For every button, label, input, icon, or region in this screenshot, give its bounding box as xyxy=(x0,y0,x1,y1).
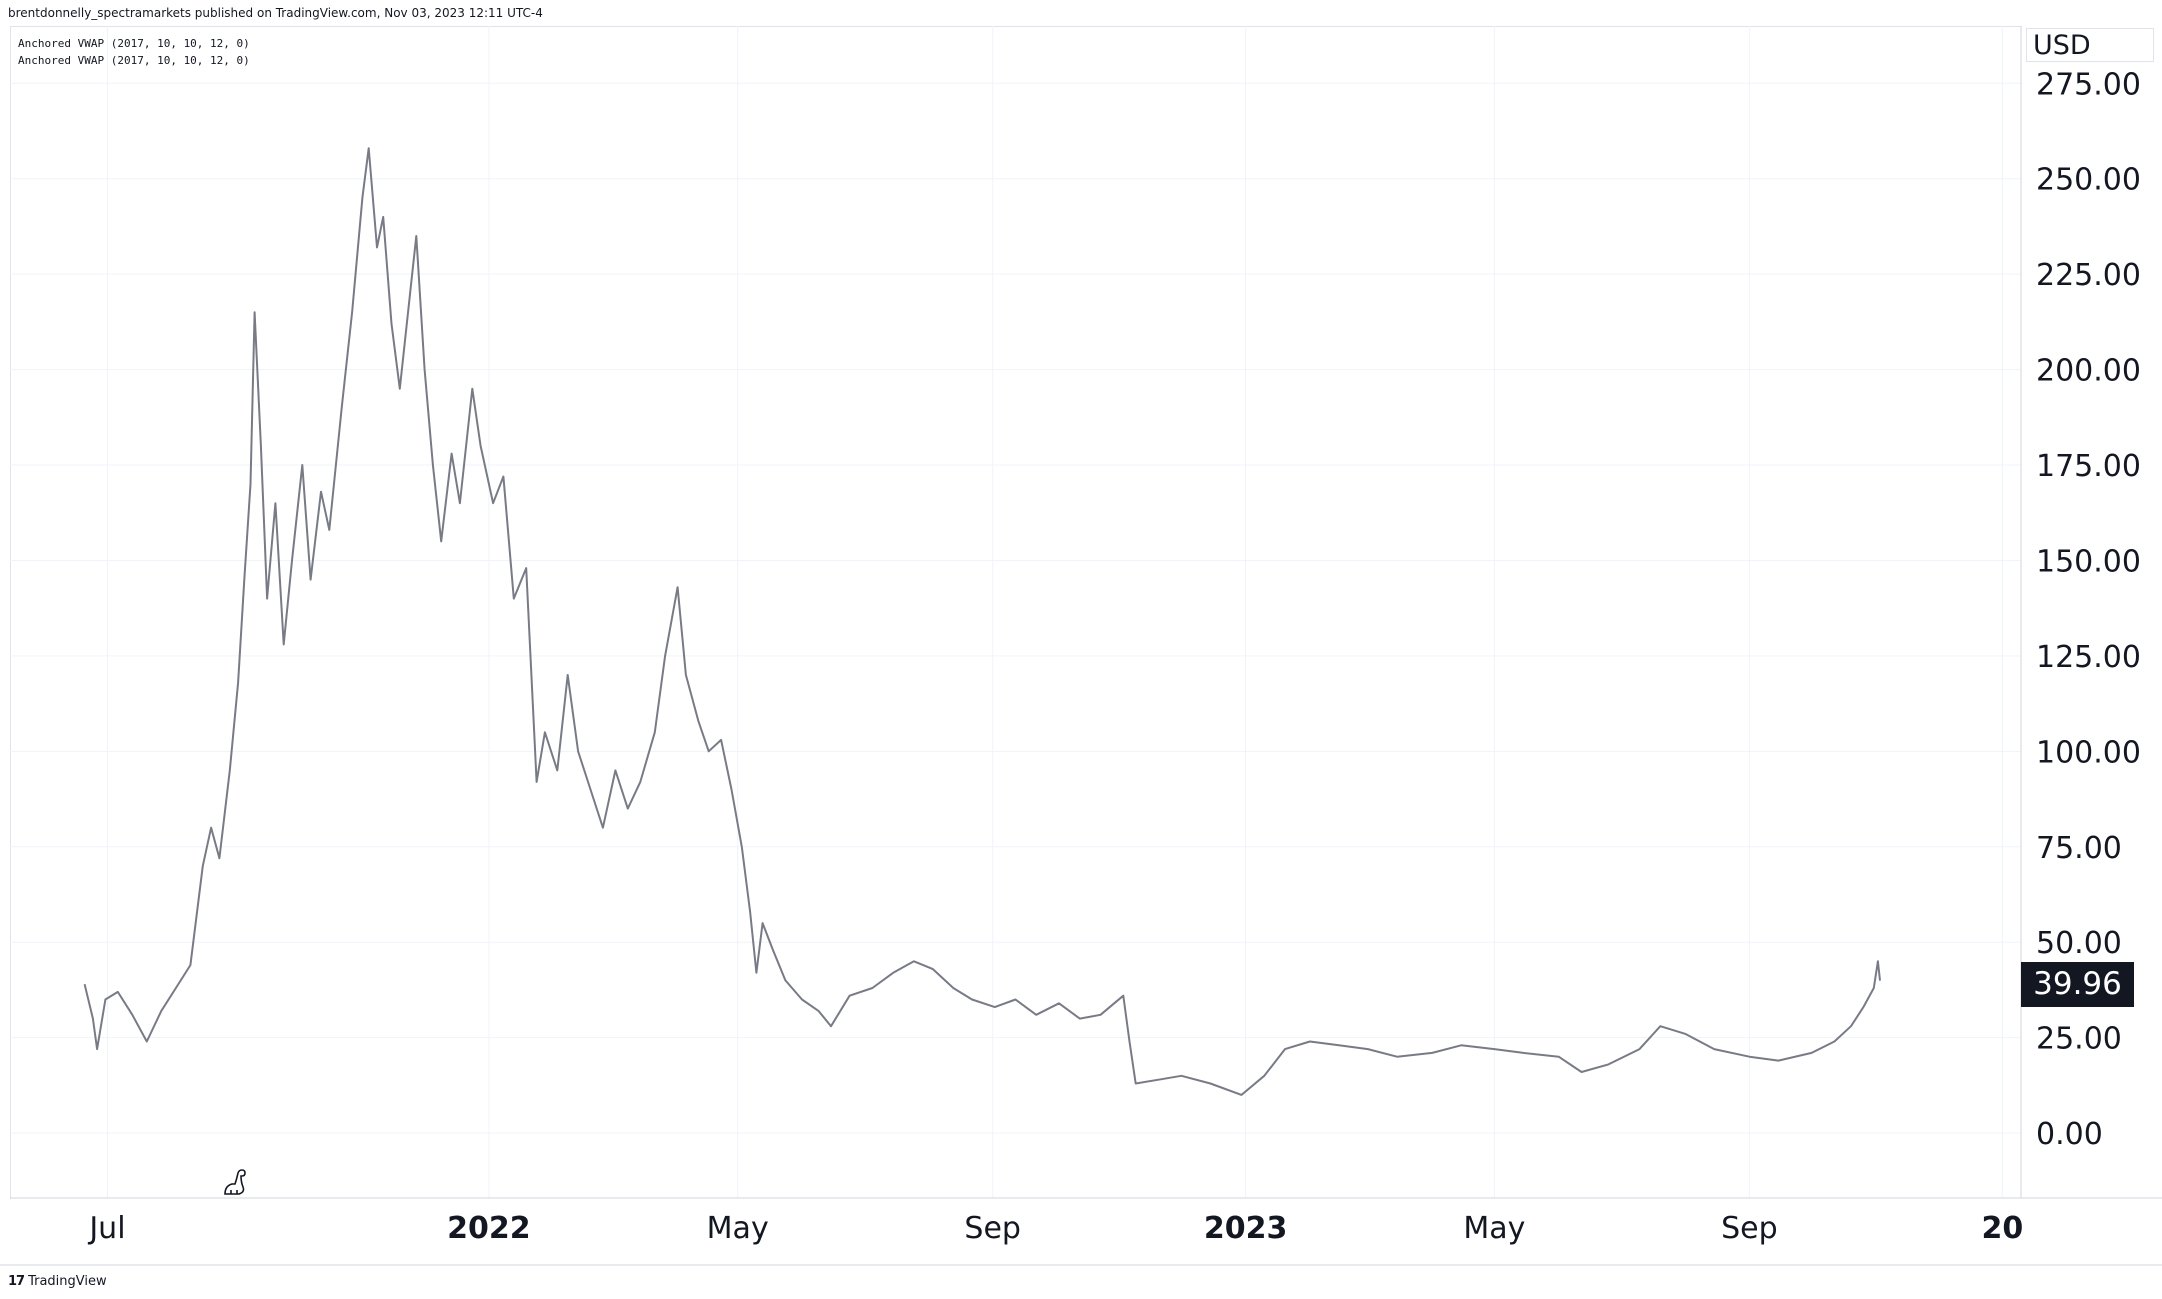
footer: 17 TradingView xyxy=(8,1274,107,1289)
x-tick-label: May xyxy=(1463,1211,1525,1246)
y-tick-label: 25.00 xyxy=(2036,1022,2122,1057)
legend-item-vwap-1[interactable]: Anchored VWAP (2017, 10, 10, 12, 0) xyxy=(18,37,250,50)
y-tick-label: 275.00 xyxy=(2036,67,2141,102)
indicator-legend: Anchored VWAP (2017, 10, 10, 12, 0) Anch… xyxy=(18,35,250,69)
y-tick-label: 50.00 xyxy=(2036,926,2122,961)
y-tick-label: 175.00 xyxy=(2036,449,2141,484)
y-tick-label: 125.00 xyxy=(2036,640,2141,675)
y-tick-label: 75.00 xyxy=(2036,831,2122,866)
last-price-badge: 39.96 xyxy=(2021,962,2134,1007)
x-tick-label: Sep xyxy=(964,1211,1021,1246)
footer-brand[interactable]: TradingView xyxy=(28,1274,107,1289)
price-series-line xyxy=(83,147,1881,1096)
x-tick-label: 2023 xyxy=(1204,1211,1288,1246)
published-line: brentdonnelly_spectramarkets published o… xyxy=(8,6,543,20)
y-tick-label: 0.00 xyxy=(2036,1117,2103,1152)
y-tick-label: 200.00 xyxy=(2036,354,2141,389)
x-tick-label: Sep xyxy=(1721,1211,1778,1246)
x-tick-label: May xyxy=(707,1211,769,1246)
y-tick-label: 100.00 xyxy=(2036,735,2141,770)
x-tick-label: 2022 xyxy=(447,1211,531,1246)
y-tick-label: 150.00 xyxy=(2036,544,2141,579)
chart-frame xyxy=(10,26,2022,1199)
y-tick-label: 225.00 xyxy=(2036,258,2141,293)
y-tick-label: 250.00 xyxy=(2036,163,2141,198)
x-tick-label: Jul xyxy=(87,1211,125,1246)
dinosaur-icon xyxy=(224,1169,246,1195)
legend-item-vwap-2[interactable]: Anchored VWAP (2017, 10, 10, 12, 0) xyxy=(18,54,250,67)
currency-label[interactable]: USD xyxy=(2026,28,2154,62)
tradingview-logo-icon[interactable]: 17 xyxy=(8,1274,25,1289)
x-tick-label: 20 xyxy=(1981,1211,2023,1246)
